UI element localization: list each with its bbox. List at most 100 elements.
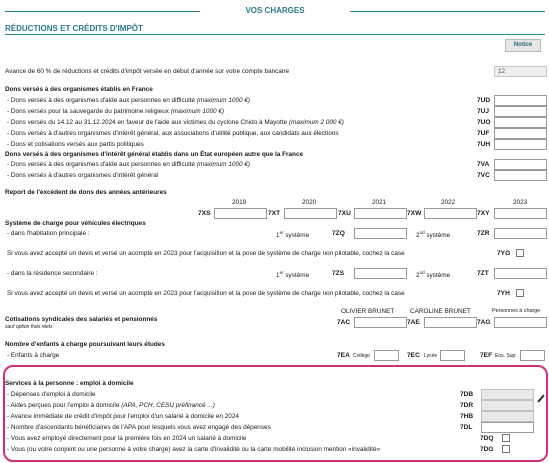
- services-row-label: - Vous avez employé directement pour la …: [7, 435, 247, 442]
- dons-france-title: Dons versés à des organismes établis en …: [5, 86, 153, 93]
- input-7uo[interactable]: [494, 117, 547, 128]
- dons-france-row-label: - Dons versés pour la sauvegarde du patr…: [7, 108, 225, 115]
- checkbox-7yg[interactable]: [516, 249, 524, 257]
- checkbox-7yh[interactable]: [516, 289, 524, 297]
- devis-label: Si vous avez accepté un devis et versé u…: [7, 290, 405, 297]
- input-7ae[interactable]: [424, 317, 477, 328]
- year-2023: 2023: [513, 199, 528, 206]
- input-7ud[interactable]: [494, 95, 547, 106]
- advance-field: 12: [494, 66, 547, 77]
- second-system-label: 2nd système: [416, 270, 451, 280]
- section-title: RÉDUCTIONS ET CRÉDITS D'IMPÔT: [5, 24, 143, 33]
- code-7xt: 7XT: [268, 210, 281, 217]
- code-7dq: 7DQ: [480, 435, 494, 442]
- input-7zr[interactable]: [494, 228, 547, 239]
- code-7yh: 7YH: [497, 290, 510, 297]
- input-7uj[interactable]: [494, 106, 547, 117]
- ens-sup-label: Ens. Sup.: [495, 353, 517, 359]
- input-7zt[interactable]: [494, 268, 547, 279]
- year-2020: 2020: [302, 199, 317, 206]
- dons-ue-title: Dons versés à des organismes d'intérêt g…: [5, 151, 304, 158]
- input-7xu[interactable]: [354, 208, 407, 219]
- input-7ac[interactable]: [354, 317, 407, 328]
- cotisations-subtitle: sauf option frais réels: [5, 324, 53, 330]
- code-7dg: 7DG: [480, 446, 494, 453]
- input-7uf[interactable]: [494, 128, 547, 139]
- year-2022: 2022: [441, 199, 456, 206]
- code-7vc: 7VC: [477, 172, 490, 179]
- year-2019: 2019: [232, 199, 247, 206]
- advance-label: Avance de 60 % de réductions et crédits …: [5, 68, 290, 75]
- code-7zs: 7ZS: [332, 270, 345, 277]
- dons-ue-row-label: - Dons versés à d'autres organismes d'in…: [7, 172, 159, 179]
- devis-label: Si vous avez accepté un devis et versé u…: [7, 250, 405, 257]
- code-7uj: 7UJ: [477, 108, 490, 115]
- section-rule: [5, 34, 545, 35]
- code-7hb: 7HB: [460, 413, 474, 420]
- person-1: OLIVIER BRUNET: [341, 308, 395, 315]
- person-2: CAROLINE BRUNET: [410, 308, 471, 315]
- code-7uo: 7UO: [477, 119, 491, 126]
- notice-button[interactable]: Notice: [505, 39, 541, 52]
- code-7ud: 7UD: [477, 97, 491, 104]
- input-7vc[interactable]: [494, 170, 547, 181]
- code-7uf: 7UF: [477, 130, 490, 137]
- input-7ef[interactable]: [520, 350, 545, 361]
- person-3: Personnes à charge: [492, 308, 541, 314]
- input-7uh[interactable]: [494, 139, 547, 150]
- excedent-title: Report de l'excédent de dons des années …: [5, 189, 167, 196]
- services-row-label: - Vous (ou votre conjoint ou une personn…: [7, 446, 381, 453]
- first-system-label: 1er système: [276, 230, 310, 240]
- advance-value: 12: [498, 68, 506, 75]
- code-7uh: 7UH: [477, 141, 491, 148]
- code-7ac: 7AC: [337, 319, 351, 326]
- header-bar: VOS CHARGES: [0, 0, 549, 22]
- input-7xw[interactable]: [424, 208, 477, 219]
- input-7va[interactable]: [494, 159, 547, 170]
- first-system-label: 1er système: [276, 270, 310, 280]
- input-7ag[interactable]: [494, 317, 547, 328]
- services-row-label: - Avance immédiate de crédit d'impôt pou…: [7, 413, 239, 420]
- dons-ue-row-label: - Dons versés à des organismes d'aide au…: [7, 161, 251, 168]
- code-7ae: 7AE: [407, 319, 420, 326]
- code-7zq: 7ZQ: [332, 230, 345, 237]
- input-7zq[interactable]: [354, 228, 407, 239]
- input-7xy[interactable]: [494, 208, 547, 219]
- code-7ag: 7AG: [477, 319, 491, 326]
- habitation-label: - dans l'habitation principale :: [7, 230, 90, 237]
- header-rule-right: [350, 11, 545, 12]
- services-row-label: - Dépenses d'emploi à domicile: [7, 391, 96, 398]
- input-7db[interactable]: [481, 389, 534, 400]
- enfants-label: - Enfants à charge: [7, 352, 60, 359]
- dons-france-row-label: - Dons versés à des organismes d'aide au…: [7, 97, 251, 104]
- input-7xt[interactable]: [284, 208, 337, 219]
- input-7ea[interactable]: [374, 350, 399, 361]
- dons-france-row-label: - Dons versés à d'autres organismes d'in…: [7, 130, 339, 137]
- services-row-label: - Aides perçues pour l'emploi à domicile…: [7, 402, 215, 409]
- lycee-label: Lycée: [424, 353, 438, 359]
- input-7dr[interactable]: [481, 400, 534, 411]
- code-7zt: 7ZT: [477, 270, 489, 277]
- checkbox-7dq[interactable]: [502, 434, 510, 442]
- enfants-title: Nombre d'enfants à charge poursuivant le…: [5, 341, 165, 348]
- checkbox-7dg[interactable]: [502, 445, 510, 453]
- code-7dr: 7DR: [460, 402, 474, 409]
- code-7yg: 7YG: [497, 250, 511, 257]
- college-label: Collège: [353, 353, 370, 359]
- input-7hb[interactable]: [481, 411, 534, 422]
- code-7va: 7VA: [477, 161, 490, 168]
- input-7zs[interactable]: [354, 268, 407, 279]
- code-7xu: 7XU: [338, 210, 351, 217]
- code-7xw: 7XW: [407, 210, 422, 217]
- input-7ec[interactable]: [440, 350, 465, 361]
- services-row-label: - Nombre d'ascendants bénéficiaires de l…: [7, 424, 271, 431]
- input-7dl[interactable]: [481, 422, 534, 433]
- code-7zr: 7ZR: [477, 230, 490, 237]
- code-7ea: 7EA: [337, 352, 350, 359]
- secondaire-label: - dans la résidence secondaire :: [7, 270, 98, 277]
- input-7xs[interactable]: [214, 208, 267, 219]
- code-7ef: 7EF: [480, 352, 493, 359]
- services-title: Services à la personne : emploi à domici…: [5, 380, 134, 387]
- code-7dl: 7DL: [460, 424, 473, 431]
- code-7db: 7DB: [460, 391, 474, 398]
